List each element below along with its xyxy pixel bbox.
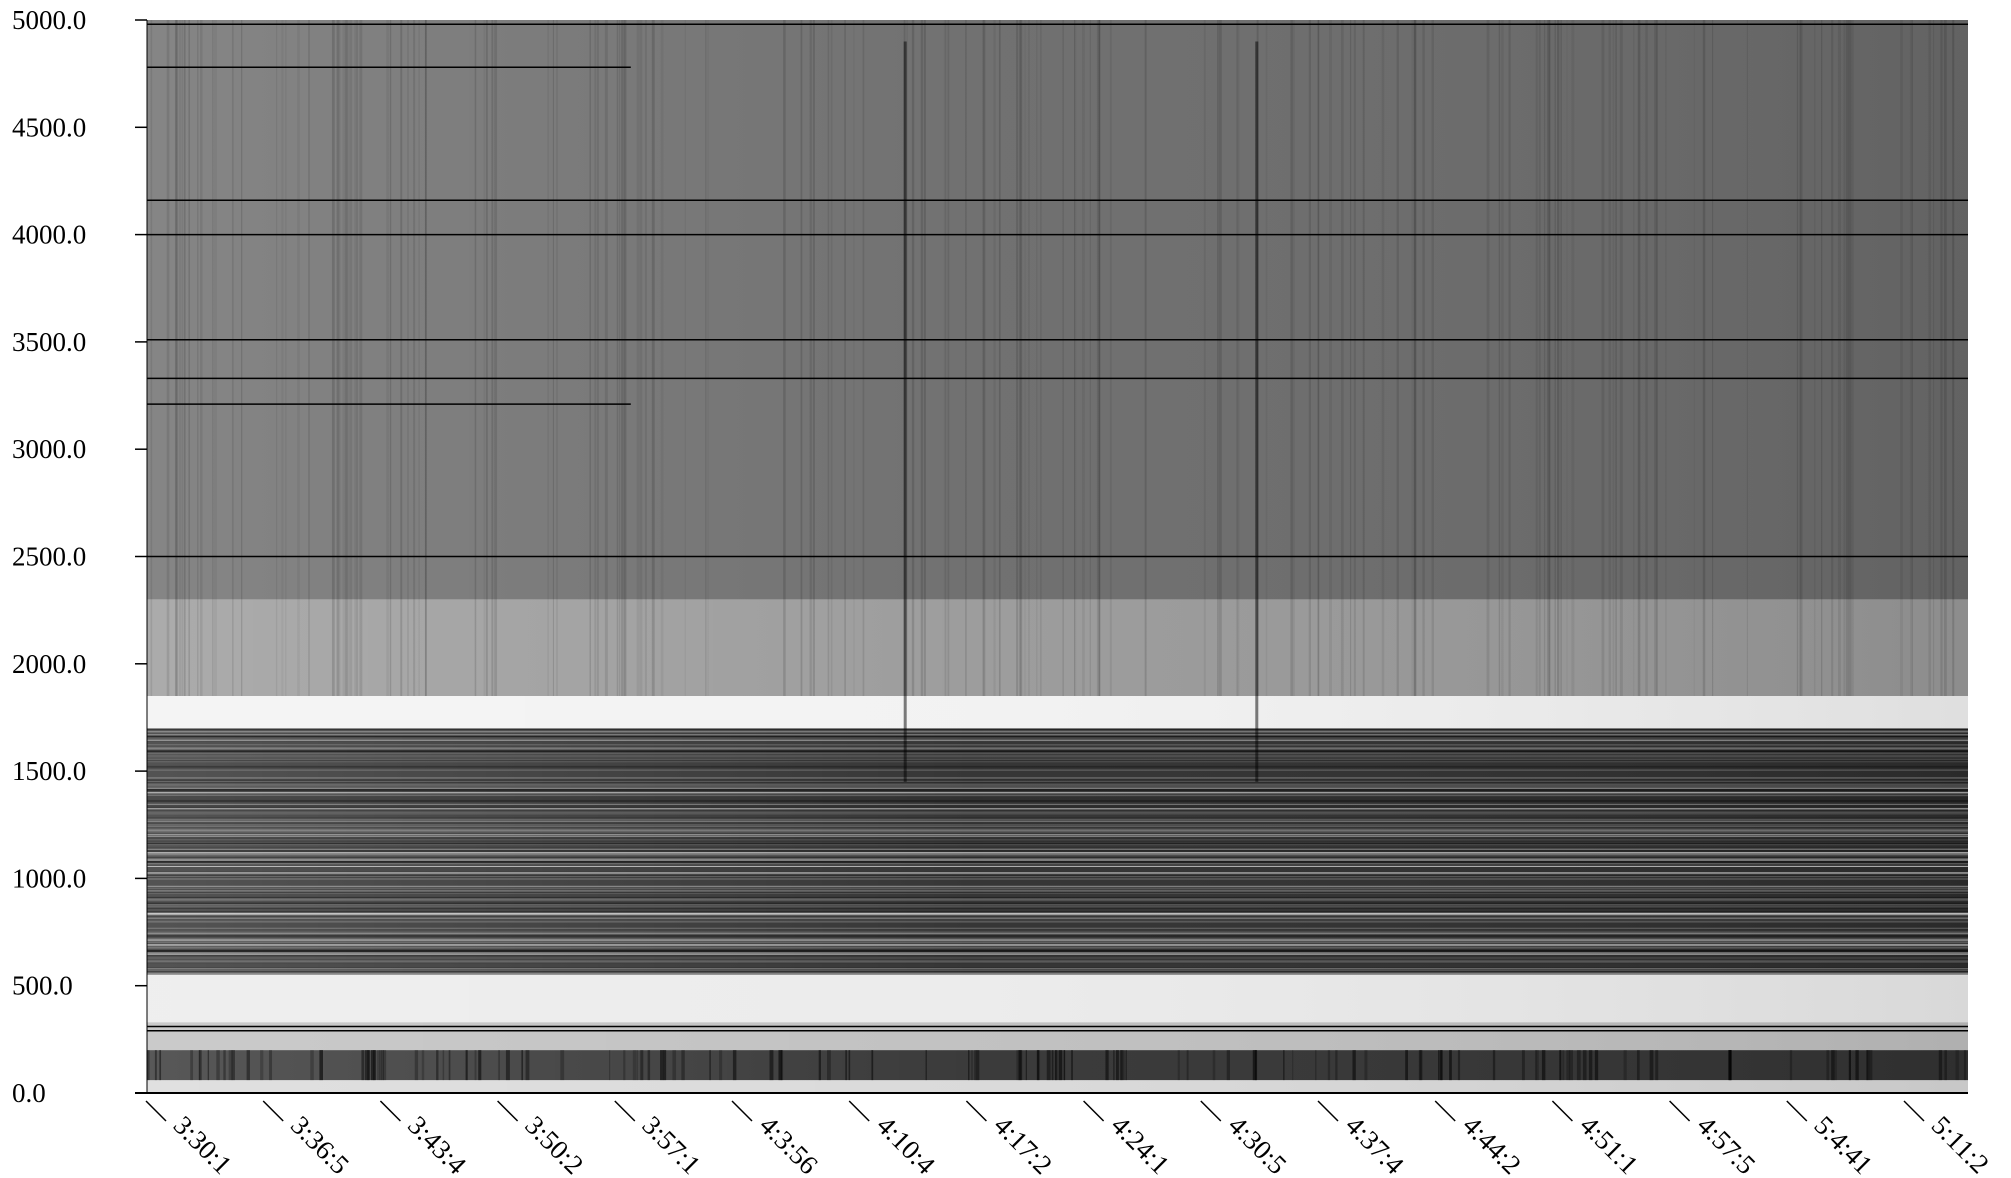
x-tick-label: 4:24:1: [1105, 1110, 1175, 1178]
x-tick-label: 5:4:41: [1809, 1110, 1879, 1178]
y-tick-label: 4500.0: [12, 112, 86, 142]
y-tick-label: 0.0: [12, 1078, 46, 1108]
x-axis: 3:30:1 3:36:5 3:43:4 3:50:2 3:57:1 4:3:56 4:10…: [135, 1092, 1995, 1178]
x-tick-label: 4:51:1: [1574, 1110, 1644, 1178]
y-tick-label: 2500.0: [12, 542, 86, 572]
y-tick-label: 1000.0: [12, 863, 86, 893]
x-tick-label: 4:37:4: [1340, 1110, 1410, 1178]
y-tick-label: 5000.0: [12, 5, 86, 35]
heatmap-plot-area: [146, 20, 1968, 1093]
x-tick: [965, 1100, 987, 1122]
x-tick: [1200, 1100, 1222, 1122]
x-tick-label: 4:3:56: [754, 1110, 824, 1178]
x-tick: [1434, 1100, 1456, 1122]
x-tick: [145, 1100, 167, 1122]
x-tick-label: 5:11:2: [1926, 1110, 1995, 1178]
x-tick-label: 4:44:2: [1457, 1110, 1527, 1178]
y-tick-label: 1500.0: [12, 756, 86, 786]
x-tick: [1903, 1100, 1925, 1122]
y-tick-label: 500.0: [12, 971, 73, 1001]
x-tick: [848, 1100, 870, 1122]
x-tick: [497, 1100, 519, 1122]
x-tick-label: 3:57:1: [637, 1110, 707, 1178]
x-tick-label: 3:43:4: [402, 1110, 472, 1178]
x-tick: [1317, 1100, 1339, 1122]
x-tick: [1669, 1100, 1691, 1122]
x-tick: [1786, 1100, 1808, 1122]
x-tick-label: 3:50:2: [519, 1110, 589, 1178]
x-tick-label: 4:30:5: [1223, 1110, 1293, 1178]
y-tick-label: 3000.0: [12, 434, 86, 464]
x-tick-label: 4:17:2: [988, 1110, 1058, 1178]
y-tick-label: 3500.0: [12, 327, 86, 357]
y-axis: 0.0 500.0 1000.0 1500.0 2000.0 2500.0 3000.0 35…: [12, 5, 148, 1108]
x-tick: [262, 1100, 284, 1122]
x-tick-label: 3:36:5: [285, 1110, 355, 1178]
x-tick: [731, 1100, 753, 1122]
x-tick: [1083, 1100, 1105, 1122]
x-tick: [379, 1100, 401, 1122]
y-tick-label: 2000.0: [12, 649, 86, 679]
x-tick: [614, 1100, 636, 1122]
x-tick-label: 4:10:4: [871, 1110, 941, 1178]
x-tick: [1551, 1100, 1573, 1122]
x-tick-label: 4:57:5: [1691, 1110, 1761, 1178]
x-tick-label: 3:30:1: [168, 1110, 238, 1178]
y-tick-label: 4000.0: [12, 220, 86, 250]
